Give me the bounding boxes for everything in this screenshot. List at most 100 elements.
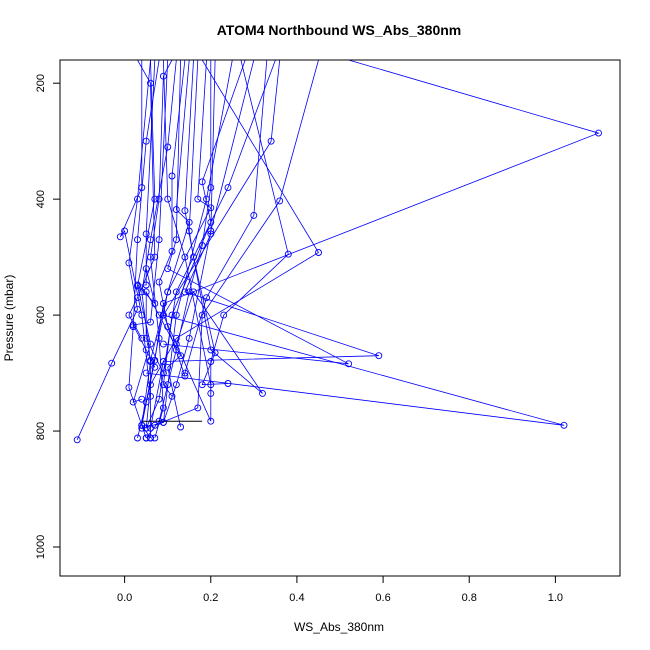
data-point: [181, 288, 189, 296]
data-point: [151, 434, 159, 442]
data-point: [159, 381, 167, 389]
data-point: [147, 253, 154, 261]
data-point: [207, 417, 215, 425]
data-point: [147, 236, 154, 244]
data-point: [315, 249, 322, 256]
data-point: [142, 369, 150, 377]
data-point: [172, 236, 180, 244]
data-point: [194, 404, 202, 412]
data-point: [138, 424, 146, 432]
data-point: [134, 294, 141, 302]
data-point: [185, 334, 193, 342]
data-point: [190, 288, 197, 296]
series-line-20: [136, 60, 156, 305]
data-point: [164, 363, 172, 371]
data-point: [159, 340, 167, 348]
data-point: [108, 359, 116, 367]
data-point: [172, 311, 180, 319]
data-point: [172, 381, 180, 389]
series-line-3: [150, 60, 173, 439]
data-point: [138, 395, 146, 403]
series-line-9: [141, 60, 600, 426]
x-axis-label: WS_Abs_380nm: [294, 620, 384, 634]
data-point: [134, 236, 141, 244]
y-axis: 200 400 600 800 1000: [35, 74, 61, 559]
data-point: [168, 172, 176, 180]
data-point: [190, 253, 197, 261]
data-point: [129, 398, 137, 406]
series-line-22: [119, 60, 151, 397]
data-point: [151, 195, 159, 203]
data-point: [164, 195, 172, 203]
data-point: [203, 195, 210, 203]
x-tick-label: 1.0: [548, 592, 563, 604]
y-tick-label: 800: [35, 422, 47, 440]
series-line-16: [163, 60, 349, 365]
data-point: [142, 424, 150, 432]
data-point: [134, 195, 141, 203]
data-point: [207, 204, 215, 212]
y-tick-label: 600: [35, 306, 47, 324]
series-line-18: [163, 60, 212, 422]
y-tick-label: 200: [35, 74, 47, 92]
y-tick-label: 400: [35, 190, 47, 208]
data-point: [134, 305, 141, 313]
series-line-27: [162, 60, 246, 397]
data-point: [198, 178, 206, 186]
data-point: [159, 300, 167, 307]
data-point: [159, 404, 167, 412]
data-point: [207, 381, 215, 389]
y-tick-label: 1000: [35, 535, 47, 559]
data-point: [207, 227, 215, 235]
data-point: [147, 79, 154, 87]
data-point: [134, 282, 141, 290]
data-point: [276, 197, 284, 205]
series-line-14: [146, 60, 565, 426]
series-line-2: [76, 60, 151, 440]
data-point: [177, 352, 185, 360]
data-point: [207, 389, 215, 397]
data-point: [147, 424, 154, 432]
data-point: [73, 436, 81, 444]
data-point: [155, 334, 163, 342]
data-point: [168, 392, 176, 400]
y-axis-label: Pressure (mbar): [2, 275, 16, 362]
series-line-17: [175, 60, 263, 394]
data-point: [138, 288, 146, 296]
series-line-12: [210, 60, 289, 394]
data-point: [185, 218, 193, 226]
data-point: [207, 218, 215, 226]
data-point: [177, 423, 185, 431]
data-point: [151, 300, 159, 307]
data-point: [181, 253, 189, 261]
data-point: [375, 352, 383, 360]
data-point: [181, 207, 189, 215]
data-point: [207, 358, 215, 365]
data-point: [155, 417, 163, 425]
x-tick-label: 0.2: [203, 592, 218, 604]
data-point: [134, 434, 141, 442]
data-point: [125, 311, 133, 319]
data-point: [159, 311, 167, 319]
data-point: [116, 233, 124, 241]
x-tick-label: 0.4: [289, 592, 304, 604]
data-point: [155, 395, 163, 403]
data-point: [155, 278, 163, 286]
data-point: [168, 247, 176, 255]
x-tick-label: 0.6: [375, 592, 390, 604]
data-point: [121, 227, 129, 235]
data-point: [142, 265, 150, 273]
plot-frame: [59, 59, 621, 577]
series-line-28: [145, 290, 182, 428]
x-tick-label: 0.8: [462, 592, 477, 604]
data-point: [147, 340, 154, 348]
series-line-5: [137, 60, 190, 439]
data-point: [172, 288, 180, 296]
data-point: [142, 346, 150, 354]
data-point: [250, 211, 258, 219]
series-line-8: [145, 60, 276, 429]
data-point: [159, 358, 167, 365]
data-point: [595, 129, 602, 137]
series-line-10: [154, 60, 319, 426]
